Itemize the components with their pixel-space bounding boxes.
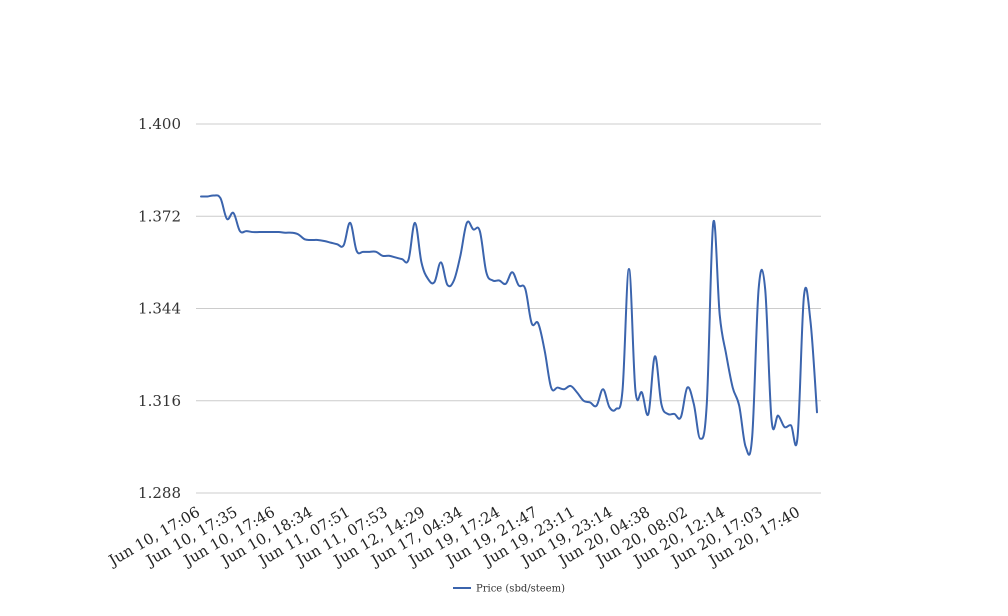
series-line-price	[200, 194, 818, 456]
legend-label-price: Price (sbd/steem)	[476, 584, 565, 595]
y-tick-label: 1.372	[138, 207, 181, 225]
series-lines	[200, 194, 818, 456]
y-tick-label: 1.288	[138, 484, 181, 502]
y-tick-label: 1.400	[138, 115, 181, 133]
y-tick-label: 1.316	[138, 392, 181, 410]
y-tick-label: 1.344	[138, 300, 181, 318]
gridlines	[196, 123, 821, 494]
legend: Price (sbd/steem)	[453, 584, 565, 595]
y-axis-ticks: 1.400 1.372 1.344 1.316 1.288	[138, 115, 181, 502]
